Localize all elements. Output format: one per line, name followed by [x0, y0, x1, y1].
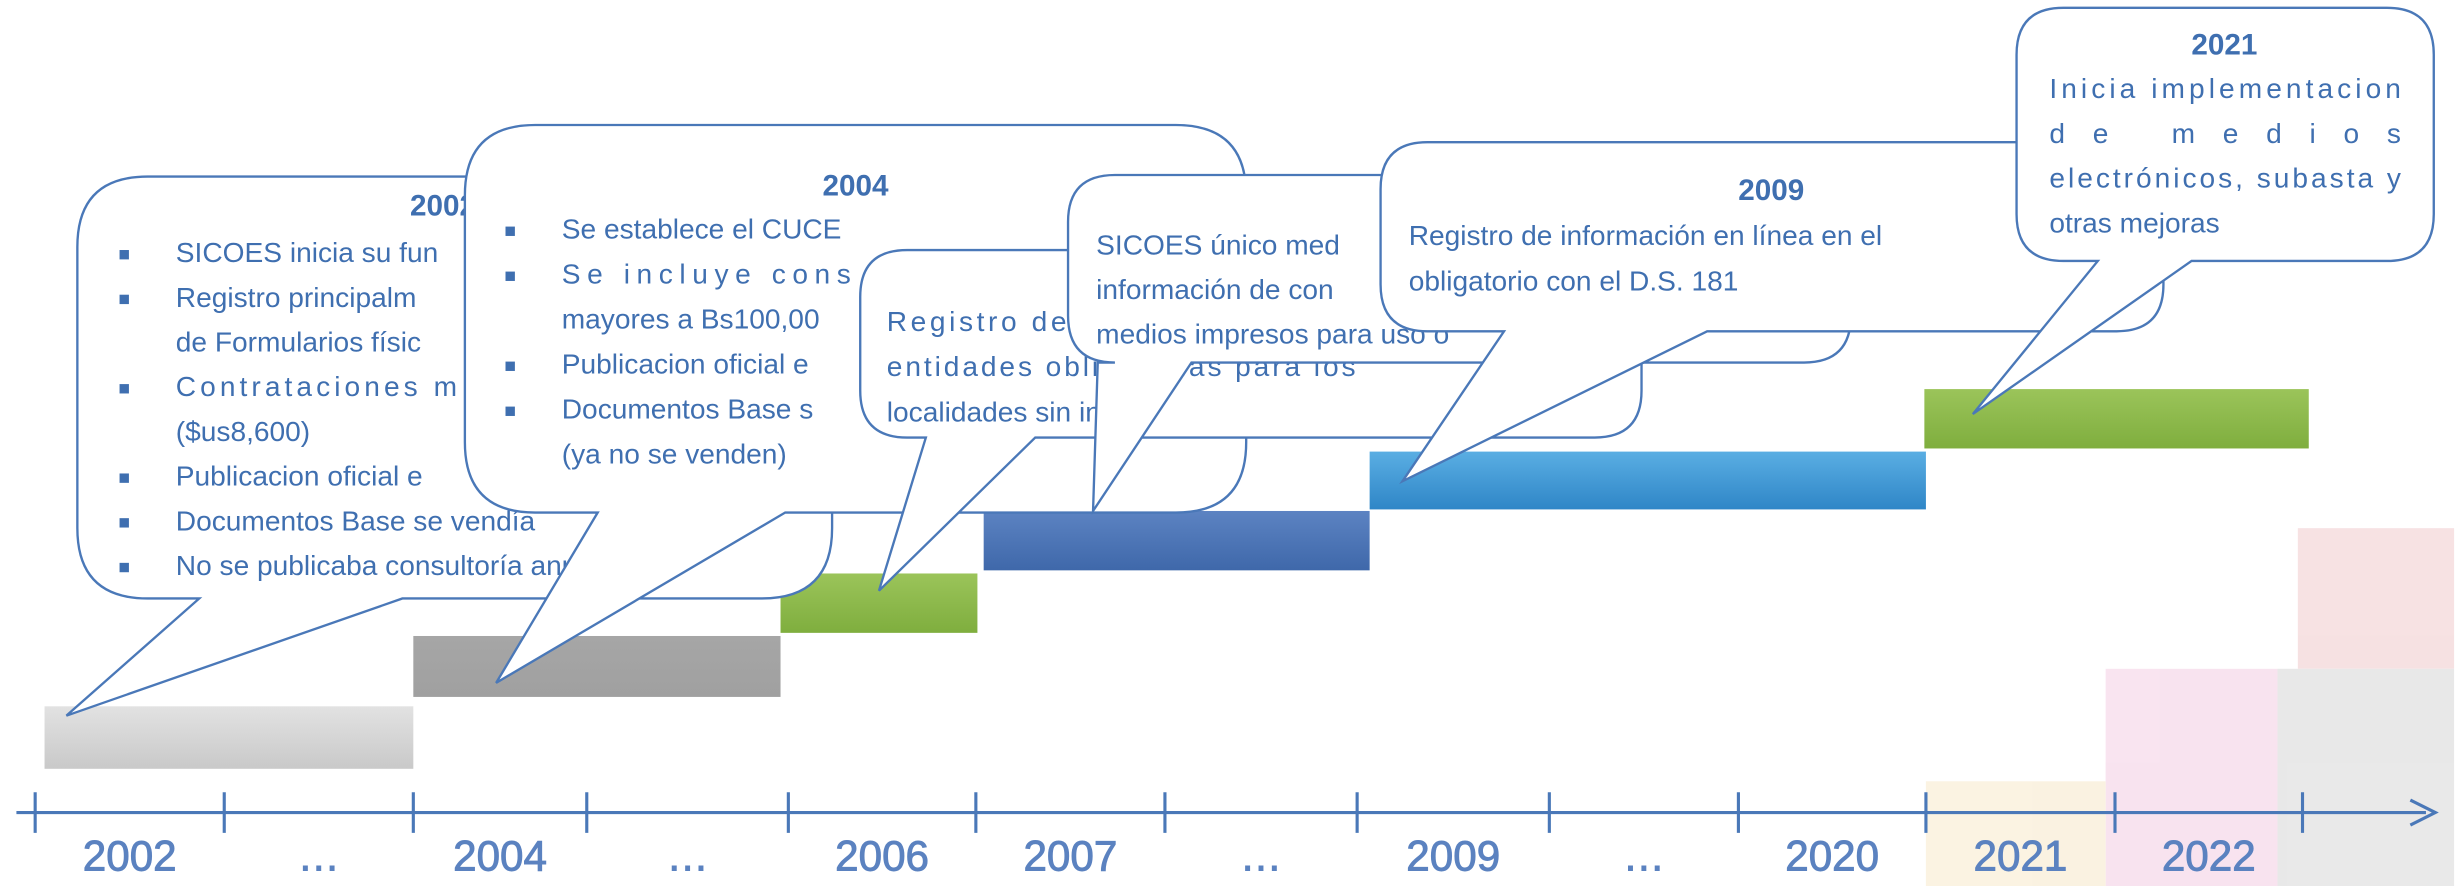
axis-label: 2006 — [835, 833, 929, 880]
axis-label: … — [666, 833, 708, 880]
axis-label: 2007 — [1023, 833, 1117, 880]
callout-line: otras mejoras — [2049, 208, 2219, 239]
bullet — [505, 361, 515, 371]
callout: 2021 Inicia implementacion de medios electr… — [1971, 6, 2435, 416]
axis-label: … — [1240, 833, 1282, 880]
axis-label: 2004 — [453, 833, 547, 880]
callout-shape — [1971, 6, 2435, 416]
axis-label: … — [1623, 833, 1665, 880]
callout-line: información de con — [1096, 274, 1334, 305]
callout-line: (ya no se venden) — [562, 439, 787, 470]
callout-line: Se incluye cons — [562, 259, 851, 290]
callout-line: Registro de — [887, 306, 1067, 337]
bar — [1924, 389, 2309, 449]
callout: 2009 Registro de información en línea en … — [1379, 141, 2165, 485]
decor — [1925, 528, 2455, 886]
callout-line: Documentos Base se vendía — [176, 505, 536, 536]
bullet — [505, 406, 515, 416]
callout-line: medios impresos para uso o — [1096, 318, 1449, 349]
callout-line: Contrataciones m — [176, 371, 457, 402]
bullet — [119, 562, 129, 573]
callout-line: Se establece el CUCE — [562, 214, 842, 245]
callout-title: 2004 — [823, 169, 890, 202]
callout-line: obligatorio con el D.S. 181 — [1409, 265, 1739, 296]
bullet — [119, 250, 129, 260]
bar — [1369, 451, 1926, 510]
callout-line: ($us8,600) — [176, 416, 310, 447]
bullet — [119, 294, 129, 305]
callout-line: Publicacion oficial e — [176, 461, 423, 492]
callout-line: SICOES único med — [1096, 229, 1340, 260]
callout-line: No se publicaba consultoría anual — [176, 550, 599, 581]
callout-title: 2021 — [2191, 29, 2257, 62]
callout-line: de Formularios físic — [176, 327, 421, 358]
callout-line: SICOES inicia su fun — [176, 237, 438, 268]
axis-label: 2002 — [83, 833, 177, 880]
bar — [413, 635, 781, 697]
bar — [44, 706, 414, 769]
axis-label: … — [298, 833, 340, 880]
callout-line: de medios — [2049, 118, 2401, 149]
callout-line: electrónicos, subasta y — [2049, 163, 2401, 194]
bullet — [119, 473, 129, 483]
axis-label: 2022 — [2162, 833, 2256, 880]
bullet — [505, 271, 515, 281]
callout-line: Publicacion oficial e — [562, 349, 809, 380]
callout-line: Documentos Base s — [562, 394, 814, 425]
callout-line: Registro de información en línea en el — [1409, 220, 1882, 251]
bar — [983, 510, 1370, 571]
callout-line: mayores a Bs100,00 — [562, 304, 820, 335]
bullet — [119, 384, 129, 394]
callout-line: localidades sin inte — [887, 397, 1125, 428]
axis-label: 2021 — [1974, 833, 2068, 880]
axis: 2002 … 2004 … 2006 2007 … 2009 … 2020 2021 2022 — [16, 792, 2439, 880]
axis-label: 2020 — [1785, 833, 1879, 880]
callout-line: Inicia implementacion — [2049, 73, 2401, 104]
callout-title: 2009 — [1738, 174, 1804, 207]
bullet — [119, 518, 129, 528]
axis-label: 2009 — [1406, 833, 1500, 880]
bullet — [505, 226, 515, 236]
callout-line: Registro principalm — [176, 282, 417, 313]
